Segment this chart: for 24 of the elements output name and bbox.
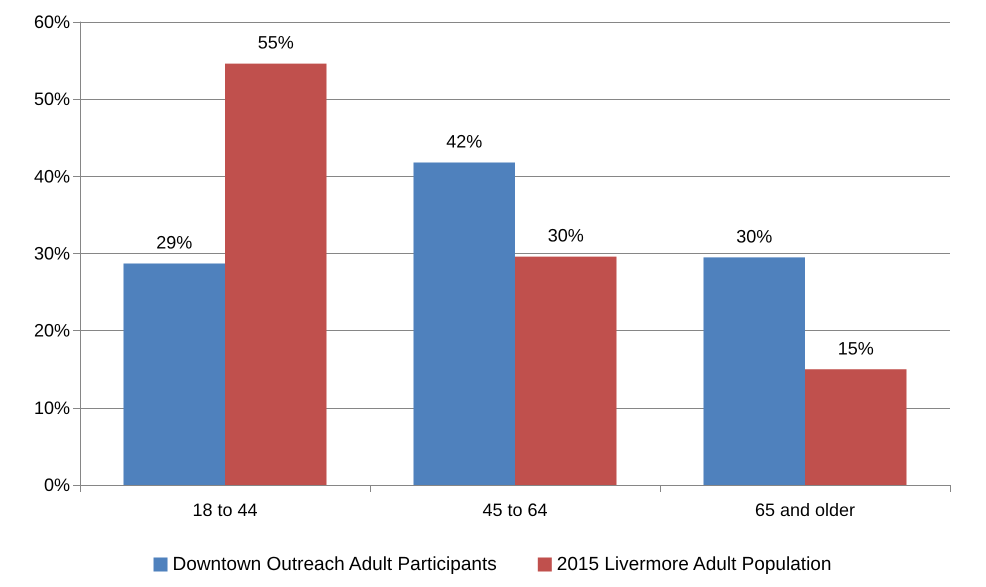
y-tick-label: 30%: [34, 244, 70, 264]
legend-label: Downtown Outreach Adult Participants: [172, 554, 497, 575]
bar: [515, 256, 616, 485]
data-label: 30%: [548, 226, 584, 246]
data-label: 15%: [838, 338, 874, 358]
data-label: 30%: [736, 226, 772, 246]
bar: [124, 264, 225, 485]
bar: [805, 369, 906, 485]
data-label: 29%: [156, 232, 192, 253]
legend-label: 2015 Livermore Adult Population: [556, 554, 832, 575]
bar: [414, 162, 515, 485]
y-tick-label: 40%: [34, 166, 70, 186]
y-tick-label: 0%: [44, 475, 70, 495]
y-tick-label: 60%: [34, 12, 70, 32]
x-tick-label: 45 to 64: [482, 500, 548, 520]
x-tick-label: 65 and older: [754, 500, 856, 520]
y-tick-label: 50%: [34, 89, 70, 110]
y-tick-label: 20%: [34, 320, 70, 341]
y-tick-label: 10%: [34, 398, 70, 418]
x-tick-label: 18 to 44: [192, 500, 258, 520]
data-label: 55%: [258, 32, 294, 53]
bar: [225, 64, 326, 485]
data-label: 42%: [446, 131, 482, 152]
bar: [704, 257, 805, 485]
